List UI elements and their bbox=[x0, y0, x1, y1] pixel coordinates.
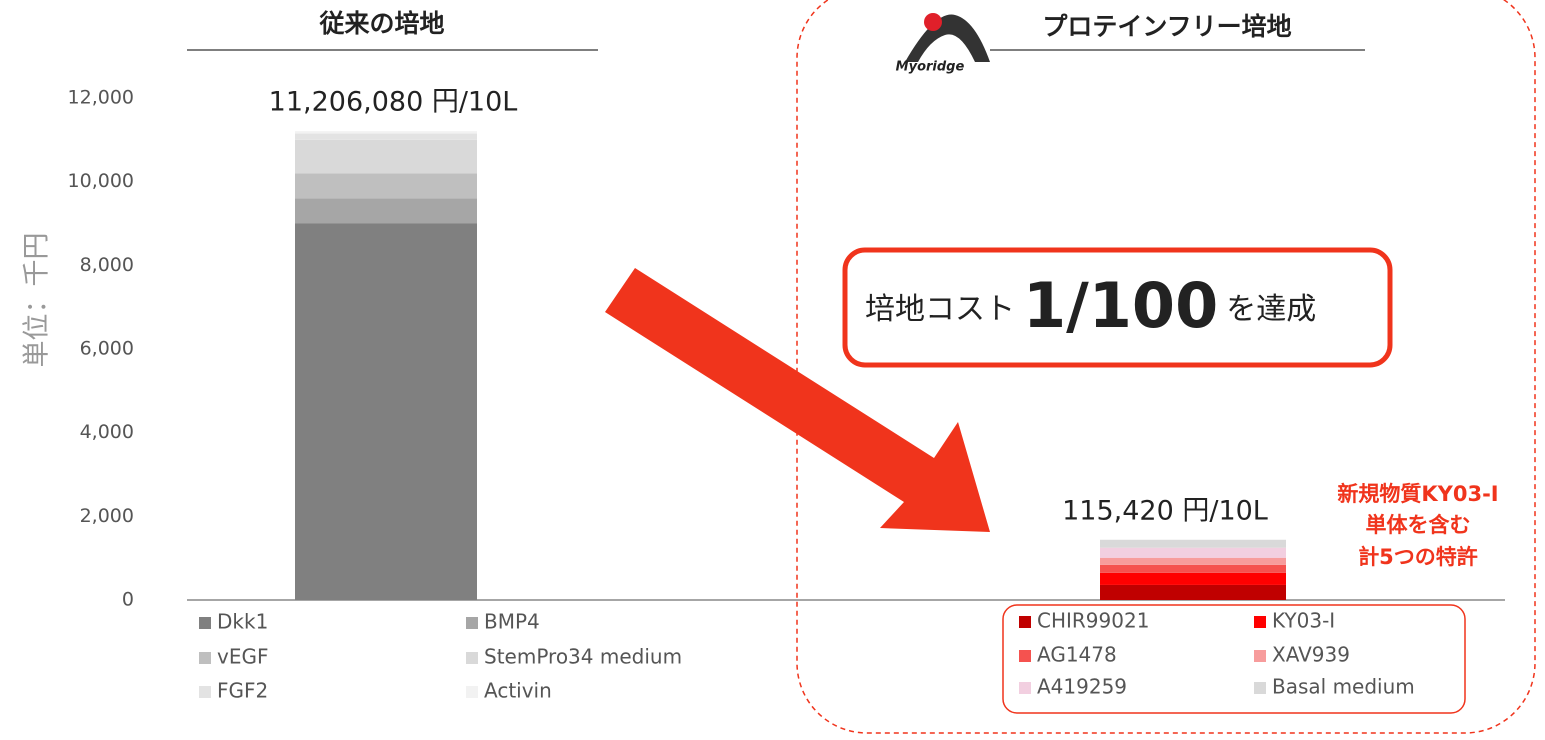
y-tick-label: 2,000 bbox=[80, 505, 134, 527]
y-tick-label: 0 bbox=[122, 589, 134, 611]
patent-note: 単体を含む bbox=[1366, 513, 1471, 537]
callout-prefix: 培地コスト bbox=[865, 292, 1015, 327]
bar-segment bbox=[295, 173, 477, 199]
legend-swatch bbox=[466, 652, 478, 664]
callout-text: 培地コスト 1/100 を達成 bbox=[865, 269, 1316, 342]
legend-swatch bbox=[1019, 682, 1031, 694]
bar-segment bbox=[295, 139, 477, 174]
logo-dot bbox=[924, 13, 942, 31]
logo-text: Myoridge bbox=[896, 60, 965, 75]
legend-swatch bbox=[1019, 616, 1031, 628]
legend-label: CHIR99021 bbox=[1037, 609, 1149, 633]
legend-swatch bbox=[466, 617, 478, 629]
legend-swatch bbox=[199, 617, 211, 629]
legend-label: BMP4 bbox=[484, 610, 540, 634]
legend-label: StemPro34 medium bbox=[484, 645, 682, 669]
legend-swatch bbox=[466, 686, 478, 698]
legend-label: A419259 bbox=[1037, 675, 1127, 699]
bar-segment bbox=[1100, 572, 1286, 585]
stack-title: 従来の培地 bbox=[318, 9, 444, 38]
patent-note: 計5つの特許 bbox=[1358, 545, 1478, 569]
legend-swatch bbox=[1254, 682, 1266, 694]
legend-label: Basal medium bbox=[1272, 675, 1415, 699]
total-label: 11,206,080 円/10L bbox=[269, 87, 518, 118]
legend-label: Activin bbox=[484, 679, 552, 703]
bar-segment bbox=[1100, 564, 1286, 573]
y-tick-label: 8,000 bbox=[80, 254, 134, 276]
plot: 0 2,000 4,000 6,000 8,000 10,000 12,000 Dkk1 BMP… bbox=[68, 87, 1415, 703]
logo: Myoridge bbox=[896, 13, 990, 75]
y-axis-label: 単位：千円 bbox=[22, 233, 53, 368]
legend-label: vEGF bbox=[217, 645, 268, 669]
legend-label: AG1478 bbox=[1037, 643, 1117, 667]
bar-segment bbox=[1100, 539, 1286, 548]
bar-segment bbox=[1100, 547, 1286, 558]
bar-segment bbox=[1100, 557, 1286, 565]
bar-segment bbox=[295, 131, 477, 134]
y-tick-label: 4,000 bbox=[80, 421, 134, 443]
legend-swatch bbox=[199, 686, 211, 698]
legend-box bbox=[1002, 604, 1466, 714]
patent-note: 新規物質KY03-I bbox=[1337, 482, 1498, 506]
y-tick-label: 10,000 bbox=[68, 170, 134, 192]
legend-swatch bbox=[199, 652, 211, 664]
legend-swatch bbox=[1019, 650, 1031, 662]
callout-box bbox=[842, 247, 1393, 368]
legend-label: Dkk1 bbox=[217, 610, 268, 634]
legend-swatch bbox=[1254, 616, 1266, 628]
callout-highlight: 1/100 bbox=[1023, 269, 1218, 342]
bar-segment bbox=[295, 133, 477, 140]
highlight-region bbox=[796, 0, 1536, 734]
legend-swatch bbox=[1254, 650, 1266, 662]
bar-segment bbox=[295, 223, 477, 600]
total-label: 115,420 円/10L bbox=[1062, 495, 1268, 526]
arrow bbox=[605, 268, 990, 532]
bar-segment bbox=[295, 198, 477, 224]
stack-title: プロテインフリー培地 bbox=[1042, 12, 1291, 41]
legend-label: KY03-I bbox=[1272, 609, 1335, 633]
y-tick-label: 12,000 bbox=[68, 87, 134, 109]
y-tick-label: 6,000 bbox=[80, 338, 134, 360]
legend-label: XAV939 bbox=[1272, 643, 1350, 667]
legend-label: FGF2 bbox=[217, 679, 268, 703]
callout-suffix: を達成 bbox=[1226, 292, 1316, 327]
logo-arch bbox=[905, 14, 990, 62]
bar-segment bbox=[1100, 584, 1286, 600]
